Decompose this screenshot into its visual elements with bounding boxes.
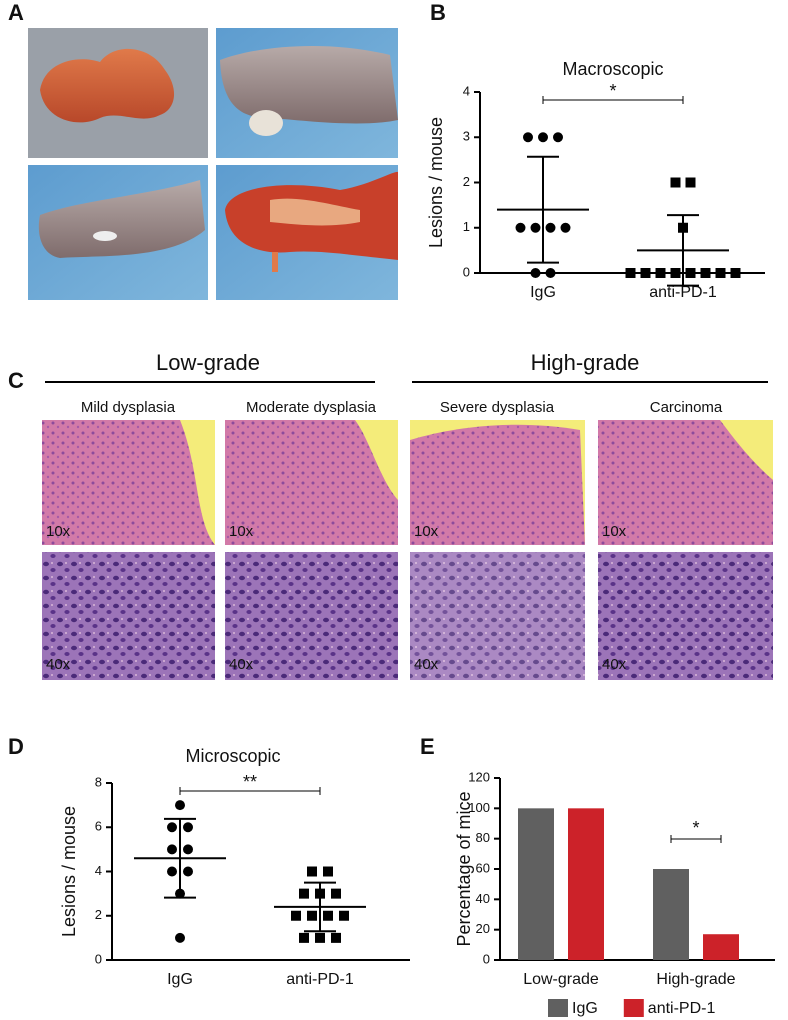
y-axis-label: Lesions / mouse: [426, 117, 446, 248]
point: [545, 268, 556, 278]
point: [307, 910, 317, 921]
point: [715, 268, 726, 278]
point: [183, 844, 193, 855]
y-tick-label: 120: [468, 769, 490, 784]
y-tick-label: 2: [95, 907, 102, 922]
panel-label: C: [8, 368, 24, 393]
point: [523, 132, 533, 143]
point: [553, 132, 563, 143]
y-tick-label: 3: [463, 129, 470, 144]
bar: [703, 934, 739, 960]
histology: [42, 381, 773, 680]
point: [299, 932, 309, 943]
x-tick-label: IgG: [167, 971, 193, 988]
y-tick-label: 0: [95, 951, 102, 966]
point: [291, 910, 301, 921]
magnification: 40x: [414, 656, 439, 673]
significance-label: *: [609, 81, 616, 101]
magnification: 40x: [602, 656, 627, 673]
point: [323, 910, 333, 921]
magnification: 10x: [229, 523, 254, 540]
point: [307, 866, 317, 877]
legend-swatch: [548, 999, 568, 1017]
point: [670, 177, 681, 188]
panel-label: E: [420, 734, 435, 759]
point: [175, 932, 185, 943]
column-label: Moderate dysplasia: [246, 399, 377, 416]
point: [331, 888, 341, 899]
point: [167, 866, 177, 877]
legend-label: IgG: [572, 1000, 598, 1017]
point: [700, 268, 711, 278]
y-tick-label: 2: [463, 174, 470, 189]
panel-label: D: [8, 734, 24, 759]
y-axis-label: Percentage of mice: [454, 791, 474, 946]
point: [730, 268, 741, 278]
point: [175, 800, 185, 811]
y-tick-label: 0: [483, 951, 490, 966]
point: [515, 222, 526, 233]
magnification: 40x: [46, 656, 71, 673]
point: [167, 844, 177, 855]
magnification: 40x: [229, 656, 254, 673]
bar: [568, 808, 604, 960]
point: [530, 222, 541, 233]
chart-title: Microscopic: [185, 746, 280, 766]
point: [670, 268, 681, 278]
y-tick-label: 4: [95, 863, 102, 878]
photos: [28, 28, 398, 300]
y-tick-label: 20: [476, 921, 490, 936]
point: [331, 932, 341, 943]
panel-label: A: [8, 0, 24, 25]
column-label: Carcinoma: [650, 399, 723, 416]
y-tick-label: 6: [95, 819, 102, 834]
point: [167, 822, 177, 833]
legend-label: anti-PD-1: [648, 1000, 716, 1017]
y-tick-label: 8: [95, 774, 102, 789]
x-tick-label: Low-grade: [523, 971, 599, 988]
y-tick-label: 1: [463, 219, 470, 234]
magnification: 10x: [414, 523, 439, 540]
point: [339, 910, 349, 921]
point: [640, 268, 651, 278]
point: [655, 268, 666, 278]
column-label: Mild dysplasia: [81, 399, 176, 416]
x-tick-label: IgG: [530, 284, 556, 301]
y-tick-label: 80: [476, 830, 490, 845]
bar: [518, 808, 554, 960]
y-tick-label: 60: [476, 860, 490, 875]
point: [625, 268, 636, 278]
y-tick-label: 40: [476, 891, 490, 906]
point: [685, 177, 696, 188]
point: [315, 932, 325, 943]
point: [560, 222, 571, 233]
magnification: 10x: [602, 523, 627, 540]
y-tick-label: 100: [468, 800, 490, 815]
significance-label: *: [692, 818, 699, 838]
y-tick-label: 4: [463, 83, 470, 98]
column-label: Severe dysplasia: [440, 399, 555, 416]
point: [545, 222, 556, 233]
point: [530, 268, 541, 278]
point: [183, 866, 193, 877]
x-tick-label: anti-PD-1: [286, 971, 354, 988]
y-axis-label: Lesions / mouse: [59, 806, 79, 937]
panel-label: B: [430, 0, 446, 25]
point: [685, 268, 696, 278]
x-tick-label: High-grade: [656, 971, 735, 988]
significance-label: **: [243, 772, 257, 792]
bar: [653, 869, 689, 960]
point: [183, 822, 193, 833]
group-heading: Low-grade: [156, 350, 260, 375]
y-tick-label: 0: [463, 264, 470, 279]
point: [538, 132, 548, 143]
point: [299, 888, 309, 899]
chart-title: Macroscopic: [562, 59, 663, 79]
point: [323, 866, 333, 877]
magnification: 10x: [46, 523, 71, 540]
x-tick-label: anti-PD-1: [649, 284, 717, 301]
legend-swatch: [623, 999, 644, 1017]
group-heading: High-grade: [531, 350, 640, 375]
